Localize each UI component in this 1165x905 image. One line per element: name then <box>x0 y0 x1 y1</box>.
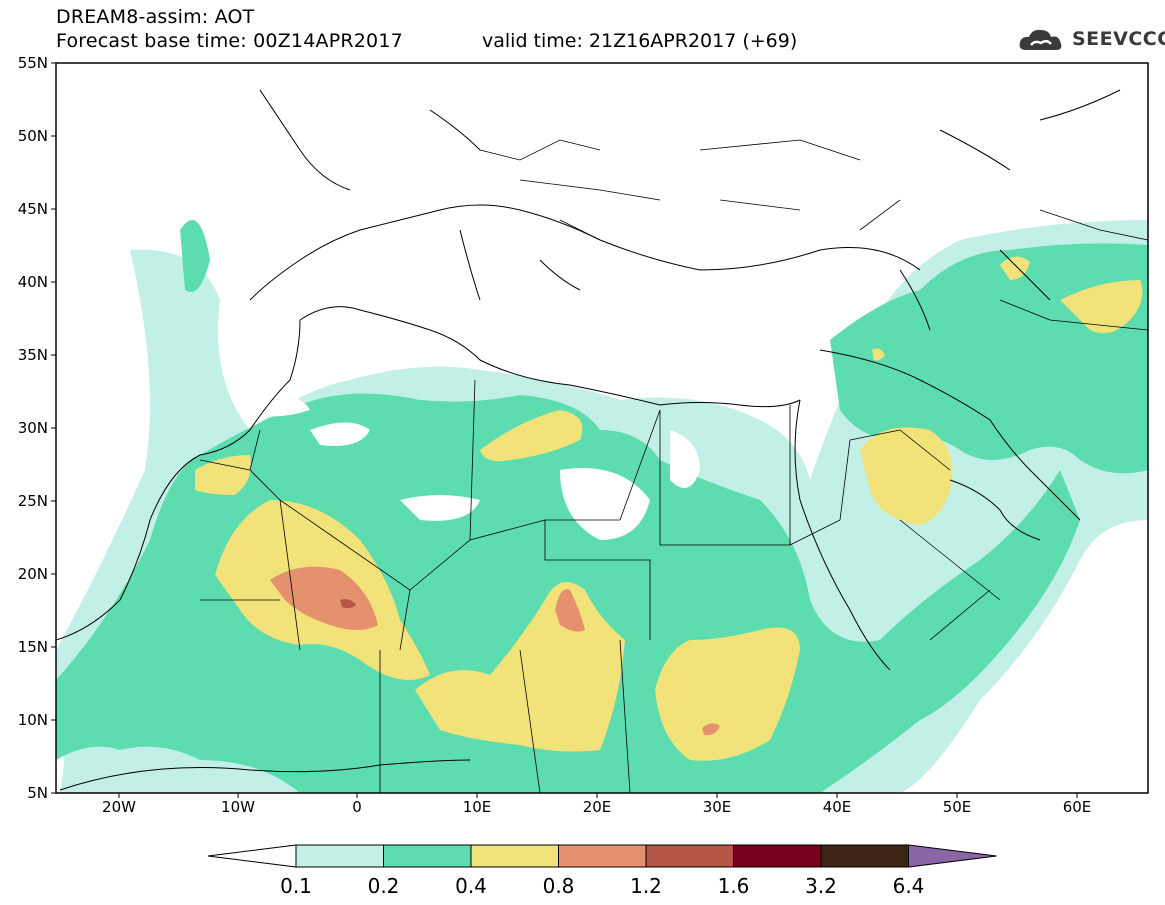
lon-label: 50E <box>943 798 972 816</box>
cloud-icon <box>1019 29 1062 50</box>
lat-label: 55N <box>18 54 48 72</box>
seevccc-logo: SEEVCCC <box>1018 26 1165 54</box>
aot-field <box>56 220 1148 793</box>
coastlines <box>56 89 1121 791</box>
lat-label: 50N <box>18 127 48 145</box>
colorbar-bin <box>733 844 822 868</box>
colorbar-level-label: 0.2 <box>367 874 400 898</box>
lat-label: 30N <box>18 419 48 437</box>
colorbar-level-label: 1.6 <box>717 874 750 898</box>
lat-label: 15N <box>18 638 48 656</box>
colorbar-bin <box>645 844 734 868</box>
colorbar-bin <box>558 844 647 868</box>
lon-label: 0 <box>352 798 362 816</box>
valid-time: valid time: 21Z16APR2017 (+69) <box>482 30 798 52</box>
lon-label: 40E <box>823 798 852 816</box>
lat-label: 45N <box>18 200 48 218</box>
colorbar-bin <box>820 844 909 868</box>
lat-label: 5N <box>27 784 48 802</box>
lon-label: 10E <box>463 798 492 816</box>
colorbar <box>207 844 997 868</box>
colorbar-underflow <box>207 844 297 868</box>
lon-label: 10W <box>221 798 255 816</box>
aot-level-1.2 <box>340 599 356 609</box>
plot-frame <box>55 62 1149 794</box>
colorbar-level-label: 1.2 <box>630 874 662 898</box>
lon-label: 20W <box>102 798 136 816</box>
country-borders <box>199 139 1148 793</box>
colorbar-level-label: 0.4 <box>455 874 487 898</box>
colorbar-level-label: 6.4 <box>892 874 925 898</box>
lat-label: 40N <box>18 273 48 291</box>
aot-clear-areas <box>250 394 700 540</box>
lon-label: 20E <box>583 798 612 816</box>
colorbar-level-label: 3.2 <box>805 874 837 898</box>
lat-label: 35N <box>18 346 48 364</box>
colorbar-level-label: 0.8 <box>542 874 575 898</box>
colorbar-overflow <box>908 844 997 868</box>
lon-label: 30E <box>703 798 732 816</box>
colorbar-bin <box>470 844 559 868</box>
axis-ticks <box>51 62 1078 798</box>
colorbar-level-label: 0.1 <box>280 874 312 898</box>
map-title: DREAM8-assim: AOT <box>56 6 255 28</box>
lat-label: 20N <box>18 565 48 583</box>
aot-level-0.8 <box>270 566 720 736</box>
lon-label: 60E <box>1063 798 1092 816</box>
colorbar-bin <box>295 844 384 868</box>
lat-label: 10N <box>18 711 48 729</box>
lat-labels: 55N 50N 45N 40N 35N 30N 25N 20N 15N 10N … <box>18 54 48 802</box>
lat-label: 25N <box>18 492 48 510</box>
forecast-base-time: Forecast base time: 00Z14APR2017 <box>56 30 403 52</box>
lon-labels: 20W 10W 0 10E 20E 30E 40E 50E 60E <box>102 798 1091 816</box>
logo-text: SEEVCCC <box>1072 28 1165 50</box>
colorbar-bin <box>383 844 472 868</box>
